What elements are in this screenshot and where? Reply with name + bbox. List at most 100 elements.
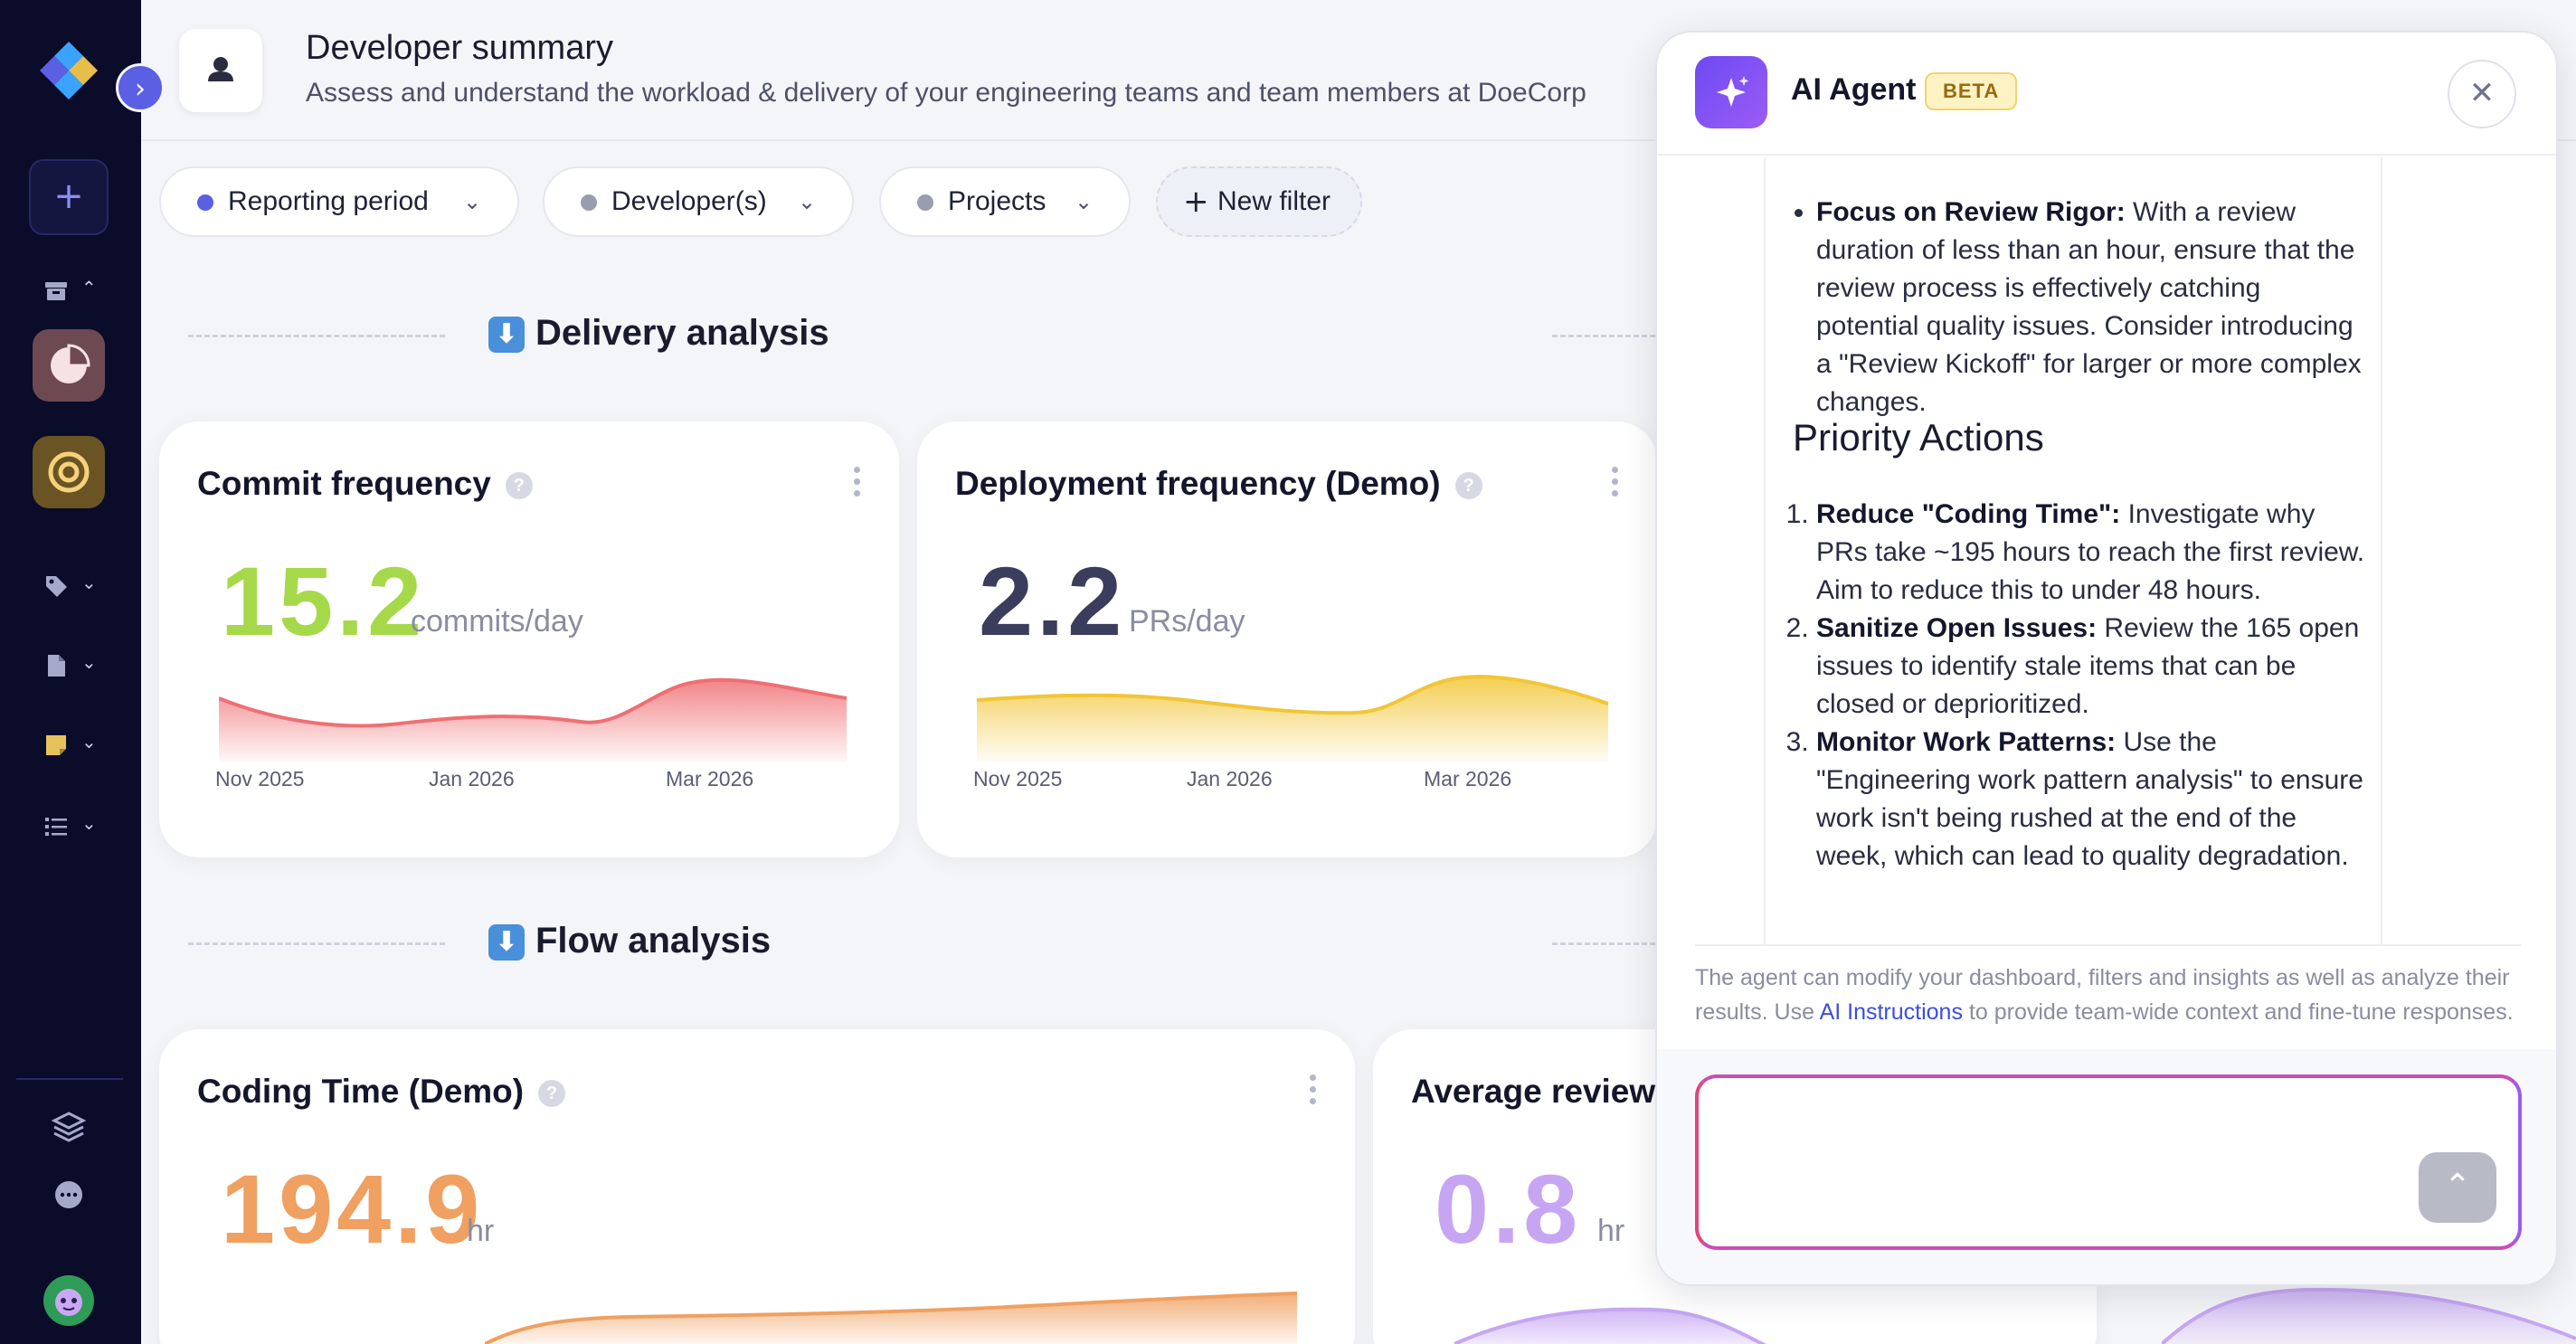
x-tick-label: Mar 2026: [1424, 767, 1512, 790]
plus-icon: +: [53, 175, 84, 217]
list-item: Focus on Review Rigor: With a review dur…: [1816, 194, 2370, 421]
sidebar: + ⌃ ⌄ ⌄ ⌄ ⌄: [0, 0, 141, 1344]
ai-agent-input[interactable]: [1695, 1074, 2522, 1250]
metric-unit: hr: [467, 1214, 495, 1248]
list-item: Monitor Work Patterns: Use the "Engineer…: [1816, 724, 2370, 875]
expand-sidebar-button[interactable]: ›: [116, 63, 165, 112]
app-logo-icon[interactable]: [36, 38, 101, 103]
archive-icon: [45, 282, 67, 300]
ai-agent-title: AI Agent: [1791, 72, 1917, 107]
close-icon: ✕: [2468, 75, 2496, 111]
filter-developers[interactable]: Developer(s) ⌄: [543, 166, 854, 237]
metric-unit: hr: [1597, 1214, 1625, 1248]
sparkline-chart: [485, 1292, 1298, 1344]
partial-line: ·: [1800, 157, 1809, 168]
x-tick-label: Jan 2026: [429, 767, 515, 790]
chevron-down-icon: ⌄: [81, 812, 97, 834]
filter-dot: [581, 194, 597, 211]
arrow-down-icon: ⬇: [488, 317, 525, 353]
metric-value: 15.2: [221, 546, 426, 656]
help-icon[interactable]: ?: [505, 472, 533, 499]
metric-value: 0.8: [1435, 1154, 1582, 1264]
pie-chart-icon: [51, 344, 90, 383]
sidebar-item-dashboard[interactable]: [33, 329, 105, 402]
chevron-down-icon: ⌄: [81, 731, 97, 752]
section-divider: [188, 942, 445, 945]
more-options-button[interactable]: [1308, 1074, 1317, 1111]
filter-projects[interactable]: Projects ⌄: [879, 166, 1131, 237]
chevron-right-icon: ›: [135, 73, 146, 105]
layers-icon[interactable]: [51, 1109, 87, 1145]
sidebar-divider: [16, 1078, 123, 1080]
card-coding-time: Coding Time (Demo)? 194.9 hr: [159, 1029, 1355, 1344]
user-icon: [208, 57, 233, 81]
section-divider: [1552, 942, 1655, 945]
sidebar-group-archive[interactable]: ⌃: [43, 273, 107, 309]
arrow-down-icon: ⬇: [488, 924, 525, 961]
x-tick-label: Mar 2026: [666, 767, 754, 790]
sidebar-group-tags[interactable]: ⌄: [43, 568, 107, 604]
message-border: [1764, 157, 1766, 944]
chat-icon[interactable]: [51, 1178, 87, 1214]
ai-agent-heading: Priority Actions: [1793, 416, 2044, 459]
filter-reporting-period[interactable]: Reporting period ⌄: [159, 166, 519, 237]
note-icon: [46, 735, 66, 755]
avatar-icon: [55, 1289, 82, 1316]
section-divider: [1552, 335, 1655, 337]
user-button[interactable]: [179, 29, 262, 112]
ai-agent-panel: AI Agent BETA ✕ · Focus on Review Rigor:…: [1655, 31, 2558, 1286]
card-commit-frequency: Commit frequency? 15.2 commits/day Nov 2…: [159, 421, 899, 857]
ai-agent-logo: [1695, 56, 1767, 128]
close-button[interactable]: ✕: [2448, 60, 2516, 128]
ai-agent-header: AI Agent BETA ✕: [1657, 33, 2556, 156]
create-button[interactable]: +: [29, 159, 109, 235]
more-options-button[interactable]: [1610, 467, 1619, 503]
ai-agent-messages[interactable]: · Focus on Review Rigor: With a review d…: [1657, 157, 2556, 944]
metric-value: 2.2: [979, 546, 1126, 656]
list-item: Sanitize Open Issues: Review the 165 ope…: [1816, 610, 2370, 724]
metric-unit: commits/day: [411, 604, 583, 639]
metric-value: 194.9: [221, 1154, 484, 1264]
card-title: Commit frequency?: [197, 465, 533, 503]
new-filter-button[interactable]: + New filter: [1156, 166, 1362, 237]
help-icon[interactable]: ?: [538, 1080, 566, 1107]
priority-actions-list: Reduce "Coding Time": Investigate why PR…: [1766, 496, 2370, 875]
send-button[interactable]: ⌃: [2419, 1152, 2496, 1223]
metric-unit: PRs/day: [1129, 604, 1245, 639]
sparkle-icon: [1717, 76, 1749, 107]
chevron-up-icon: ⌃: [81, 277, 97, 298]
ai-agent-bullets: Focus on Review Rigor: With a review dur…: [1766, 194, 2370, 421]
message-border: [2381, 157, 2382, 944]
card-title: Deployment frequency (Demo)?: [955, 465, 1482, 503]
chevron-down-icon: ⌄: [81, 651, 97, 673]
section-divider: [188, 335, 445, 337]
ai-instructions-link[interactable]: AI Instructions: [1819, 999, 1963, 1025]
chevron-down-icon: ⌄: [1075, 189, 1094, 214]
sparkline-chart: [219, 677, 848, 762]
sparkline-chart: [1454, 1307, 1766, 1344]
sidebar-group-notes[interactable]: ⌄: [43, 727, 107, 763]
plus-icon: +: [1183, 184, 1209, 220]
filter-label: Reporting period: [228, 186, 429, 216]
ai-agent-note: The agent can modify your dashboard, fil…: [1695, 965, 2514, 1025]
sidebar-item-goals[interactable]: [33, 436, 105, 508]
sparkline-chart-fragment: [2162, 1287, 2576, 1344]
divider: [1695, 944, 2522, 946]
sidebar-group-lists[interactable]: ⌄: [43, 809, 107, 845]
list-item: Reduce "Coding Time": Investigate why PR…: [1816, 496, 2370, 610]
x-tick-label: Nov 2025: [215, 767, 305, 790]
help-icon[interactable]: ?: [1454, 472, 1482, 499]
avatar[interactable]: [43, 1275, 94, 1326]
sparkline-chart: [977, 675, 1609, 762]
card-deployment-frequency: Deployment frequency (Demo)? 2.2 PRs/day…: [917, 421, 1657, 857]
beta-badge: BETA: [1925, 72, 2018, 110]
filter-dot: [197, 194, 213, 211]
page-subtitle: Assess and understand the workload & del…: [306, 78, 1586, 108]
page-title: Developer summary: [306, 29, 613, 67]
sidebar-group-files[interactable]: ⌄: [43, 648, 107, 684]
list-icon: [45, 818, 67, 836]
more-options-button[interactable]: [852, 467, 861, 503]
x-tick-label: Nov 2025: [973, 767, 1063, 790]
tag-icon: [46, 576, 67, 597]
section-title-delivery: ⬇ Delivery analysis: [488, 313, 829, 354]
